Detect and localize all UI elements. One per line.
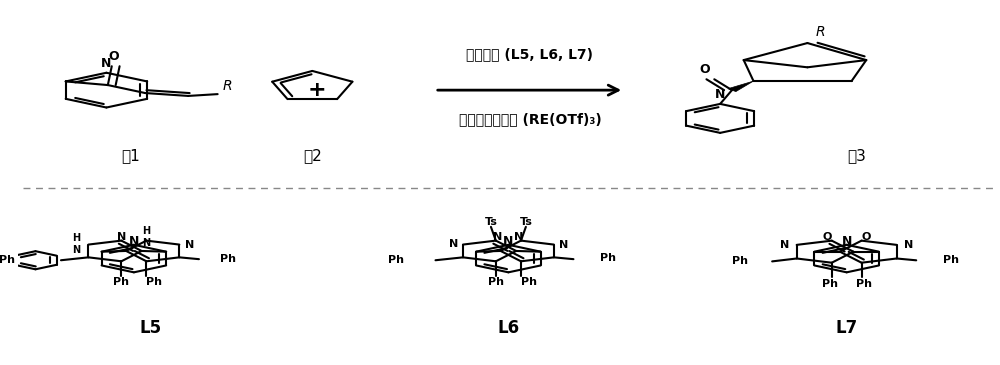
- Text: N: N: [780, 240, 790, 250]
- Polygon shape: [728, 81, 754, 92]
- Text: N: N: [841, 235, 852, 248]
- Text: N: N: [514, 232, 524, 242]
- Text: Ph: Ph: [600, 253, 616, 264]
- Text: N: N: [559, 239, 568, 250]
- Text: Ph: Ph: [521, 277, 537, 287]
- Text: R: R: [815, 26, 825, 39]
- Text: O: O: [822, 232, 832, 242]
- Text: O: O: [108, 50, 119, 63]
- Text: L5: L5: [139, 319, 162, 337]
- Text: Ph: Ph: [113, 277, 129, 287]
- Text: Ph: Ph: [0, 255, 15, 265]
- Text: 式1: 式1: [122, 148, 140, 163]
- Text: N: N: [904, 240, 913, 250]
- Text: Ph: Ph: [856, 279, 872, 289]
- Text: Ph: Ph: [488, 277, 504, 287]
- Text: Ph: Ph: [146, 277, 162, 287]
- Text: Ph: Ph: [822, 279, 838, 289]
- Text: Ts: Ts: [484, 217, 497, 227]
- Text: O: O: [862, 232, 871, 242]
- Text: Ph: Ph: [220, 254, 236, 264]
- Text: H
N: H N: [73, 233, 81, 255]
- Text: N: N: [449, 239, 458, 249]
- Text: N: N: [117, 232, 126, 242]
- Text: 式2: 式2: [303, 148, 322, 163]
- Text: Ph: Ph: [388, 255, 404, 265]
- Text: N: N: [715, 88, 725, 101]
- Text: H
N: H N: [142, 226, 151, 248]
- Text: Ts: Ts: [519, 217, 532, 227]
- Text: N: N: [185, 239, 194, 250]
- Text: O: O: [699, 63, 710, 76]
- Text: +: +: [308, 80, 327, 100]
- Text: R: R: [223, 79, 232, 93]
- Text: N: N: [503, 235, 514, 248]
- Text: N: N: [101, 57, 112, 70]
- Text: Ph: Ph: [943, 254, 959, 265]
- Text: N: N: [493, 232, 502, 242]
- Text: 式3: 式3: [847, 148, 866, 163]
- Text: 手性配体 (L5, L6, L7): 手性配体 (L5, L6, L7): [466, 47, 593, 61]
- Text: N: N: [129, 235, 139, 248]
- Text: L6: L6: [497, 319, 519, 337]
- Text: 三氟甲磺酸稀土 (RE(OTf)₃): 三氟甲磺酸稀土 (RE(OTf)₃): [459, 112, 601, 126]
- Text: Ph: Ph: [732, 255, 748, 266]
- Text: L7: L7: [836, 319, 858, 337]
